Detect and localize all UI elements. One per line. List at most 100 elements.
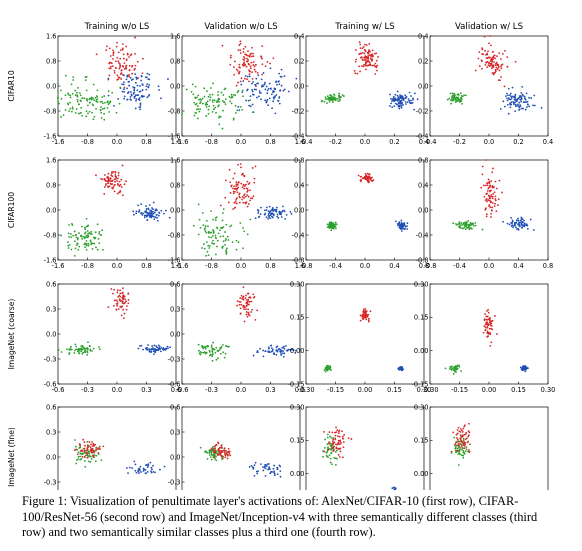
data-point: [334, 463, 337, 466]
data-point: [233, 66, 235, 68]
data-point: [467, 450, 469, 453]
data-point: [160, 209, 163, 212]
data-point: [369, 176, 372, 179]
data-point: [532, 104, 534, 107]
data-point: [368, 43, 371, 45]
data-point: [138, 99, 141, 102]
data-point: [211, 355, 213, 358]
data-point: [242, 51, 245, 53]
data-point: [139, 85, 141, 87]
data-point: [452, 431, 455, 434]
data-point: [252, 55, 255, 58]
data-point: [221, 451, 224, 453]
data-point: [214, 447, 216, 450]
data-point: [116, 300, 119, 303]
data-point: [511, 220, 514, 223]
data-point: [207, 108, 210, 111]
data-point: [368, 173, 370, 176]
data-point: [122, 53, 125, 56]
data-point: [111, 172, 113, 175]
data-point: [525, 367, 528, 370]
data-point: [490, 58, 493, 61]
data-point: [266, 206, 268, 209]
data-point: [283, 347, 286, 350]
data-point: [152, 210, 154, 213]
data-point: [207, 225, 209, 228]
data-point: [521, 218, 524, 221]
data-point: [106, 185, 109, 188]
data-point: [234, 112, 237, 114]
data-point: [236, 191, 239, 194]
data-point: [225, 345, 227, 347]
data-point: [115, 45, 118, 48]
data-point: [485, 321, 488, 324]
data-point: [138, 106, 141, 109]
data-point: [416, 98, 419, 101]
data-point: [258, 90, 261, 92]
data-point: [453, 367, 456, 370]
data-point: [140, 74, 143, 77]
data-point: [253, 474, 256, 477]
data-point: [157, 220, 159, 222]
data-point: [199, 108, 202, 111]
data-point: [146, 83, 149, 85]
column-title: Training w/o LS: [84, 22, 150, 32]
data-point: [242, 201, 245, 204]
data-point: [497, 64, 500, 66]
y-tick-label: 0.3: [46, 428, 57, 436]
data-point: [330, 224, 333, 227]
data-point: [225, 250, 227, 253]
data-point: [208, 454, 211, 456]
data-point: [67, 244, 70, 247]
data-point: [94, 236, 97, 239]
data-point: [119, 289, 122, 292]
data-point: [74, 89, 77, 92]
data-point: [363, 310, 366, 313]
data-point: [146, 466, 149, 469]
data-point: [138, 97, 141, 99]
data-point: [464, 450, 467, 453]
data-point: [371, 53, 374, 56]
data-point: [497, 198, 500, 201]
data-point: [132, 210, 135, 213]
data-point: [79, 94, 82, 97]
data-point: [481, 165, 484, 168]
data-point: [518, 105, 520, 108]
data-point: [125, 59, 128, 61]
data-point: [128, 80, 130, 83]
data-point: [224, 98, 227, 100]
data-point: [257, 82, 259, 85]
data-point: [120, 178, 123, 181]
data-point: [526, 106, 528, 108]
data-point: [100, 117, 103, 119]
data-point: [74, 111, 77, 114]
data-point: [71, 224, 74, 226]
data-point: [227, 201, 230, 204]
data-point: [197, 94, 200, 97]
data-point: [125, 67, 128, 70]
y-tick-label: 0.0: [294, 206, 305, 214]
data-point: [337, 100, 340, 103]
data-point: [82, 351, 85, 354]
data-point: [267, 214, 270, 217]
data-point: [488, 327, 491, 330]
data-point: [92, 347, 95, 350]
data-point: [60, 89, 62, 92]
data-point: [126, 53, 129, 56]
data-point: [264, 99, 267, 102]
data-point: [218, 116, 220, 119]
data-point: [93, 242, 96, 245]
data-point: [80, 225, 83, 228]
data-point: [410, 102, 413, 105]
data-point: [364, 316, 367, 319]
data-point: [509, 92, 512, 95]
data-point: [94, 96, 97, 99]
data-point: [283, 75, 286, 78]
data-point: [462, 444, 465, 447]
data-point: [478, 51, 481, 54]
data-point: [515, 219, 518, 222]
data-point: [339, 450, 342, 453]
data-point: [460, 435, 462, 437]
data-point: [511, 224, 514, 227]
data-point: [201, 346, 204, 348]
